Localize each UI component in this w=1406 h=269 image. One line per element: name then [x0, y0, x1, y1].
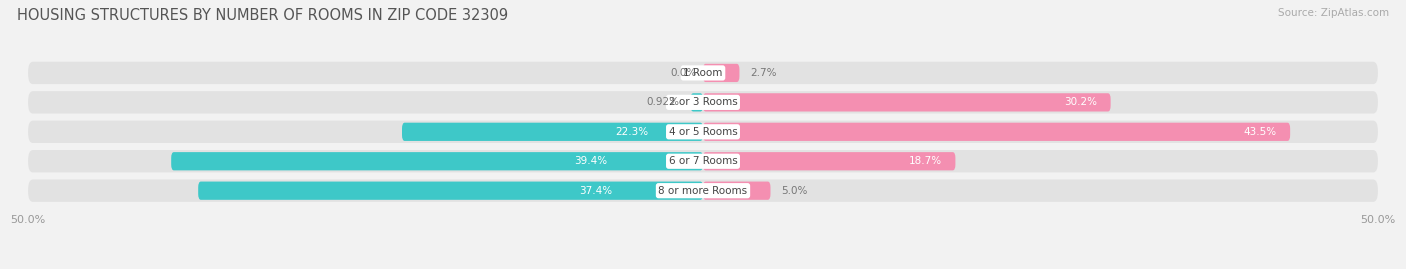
Text: 22.3%: 22.3%	[616, 127, 648, 137]
Text: 2 or 3 Rooms: 2 or 3 Rooms	[669, 97, 737, 107]
FancyBboxPatch shape	[703, 64, 740, 82]
Text: 0.0%: 0.0%	[671, 68, 696, 78]
FancyBboxPatch shape	[28, 62, 1378, 84]
FancyBboxPatch shape	[402, 123, 703, 141]
Text: 6 or 7 Rooms: 6 or 7 Rooms	[669, 156, 737, 166]
FancyBboxPatch shape	[28, 121, 1378, 143]
Text: 2.7%: 2.7%	[751, 68, 776, 78]
Text: 30.2%: 30.2%	[1064, 97, 1097, 107]
FancyBboxPatch shape	[28, 150, 1378, 172]
FancyBboxPatch shape	[703, 182, 770, 200]
FancyBboxPatch shape	[690, 93, 703, 111]
Text: 37.4%: 37.4%	[579, 186, 612, 196]
FancyBboxPatch shape	[703, 93, 1111, 111]
Legend: Owner-occupied, Renter-occupied: Owner-occupied, Renter-occupied	[585, 266, 821, 269]
Text: Source: ZipAtlas.com: Source: ZipAtlas.com	[1278, 8, 1389, 18]
Text: HOUSING STRUCTURES BY NUMBER OF ROOMS IN ZIP CODE 32309: HOUSING STRUCTURES BY NUMBER OF ROOMS IN…	[17, 8, 508, 23]
FancyBboxPatch shape	[198, 182, 703, 200]
Text: 0.92%: 0.92%	[647, 97, 679, 107]
FancyBboxPatch shape	[28, 91, 1378, 114]
Text: 8 or more Rooms: 8 or more Rooms	[658, 186, 748, 196]
Text: 4 or 5 Rooms: 4 or 5 Rooms	[669, 127, 737, 137]
Text: 39.4%: 39.4%	[574, 156, 607, 166]
FancyBboxPatch shape	[172, 152, 703, 170]
FancyBboxPatch shape	[28, 179, 1378, 202]
FancyBboxPatch shape	[703, 152, 956, 170]
Text: 18.7%: 18.7%	[908, 156, 942, 166]
FancyBboxPatch shape	[703, 123, 1291, 141]
Text: 5.0%: 5.0%	[782, 186, 807, 196]
Text: 1 Room: 1 Room	[683, 68, 723, 78]
Text: 43.5%: 43.5%	[1243, 127, 1277, 137]
